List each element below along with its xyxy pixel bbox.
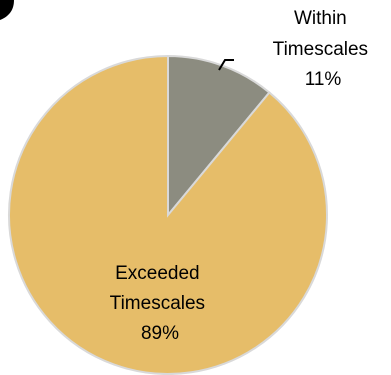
slice-value-exceeded: 89% [141, 323, 179, 344]
slice-label-within-line2: Timescales [273, 39, 368, 60]
pie-slice-exceeded [8, 54, 328, 375]
corner-fragment [0, 0, 14, 20]
slice-label-exceeded-line1: Exceeded [115, 263, 200, 284]
slice-label-within: Within Timescales 11% [273, 8, 374, 90]
slice-label-exceeded-line2: Timescales [110, 293, 205, 314]
leader-line-within [218, 59, 234, 71]
slice-value-within: 11% [305, 69, 342, 90]
pie-slices [8, 54, 328, 375]
slice-label-within-line1: Within [294, 8, 347, 29]
slice-label-exceeded: Exceeded Timescales 89% [110, 263, 211, 344]
